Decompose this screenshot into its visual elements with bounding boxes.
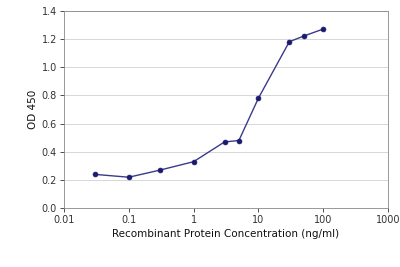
Y-axis label: OD 450: OD 450: [28, 90, 38, 129]
X-axis label: Recombinant Protein Concentration (ng/ml): Recombinant Protein Concentration (ng/ml…: [112, 229, 340, 239]
